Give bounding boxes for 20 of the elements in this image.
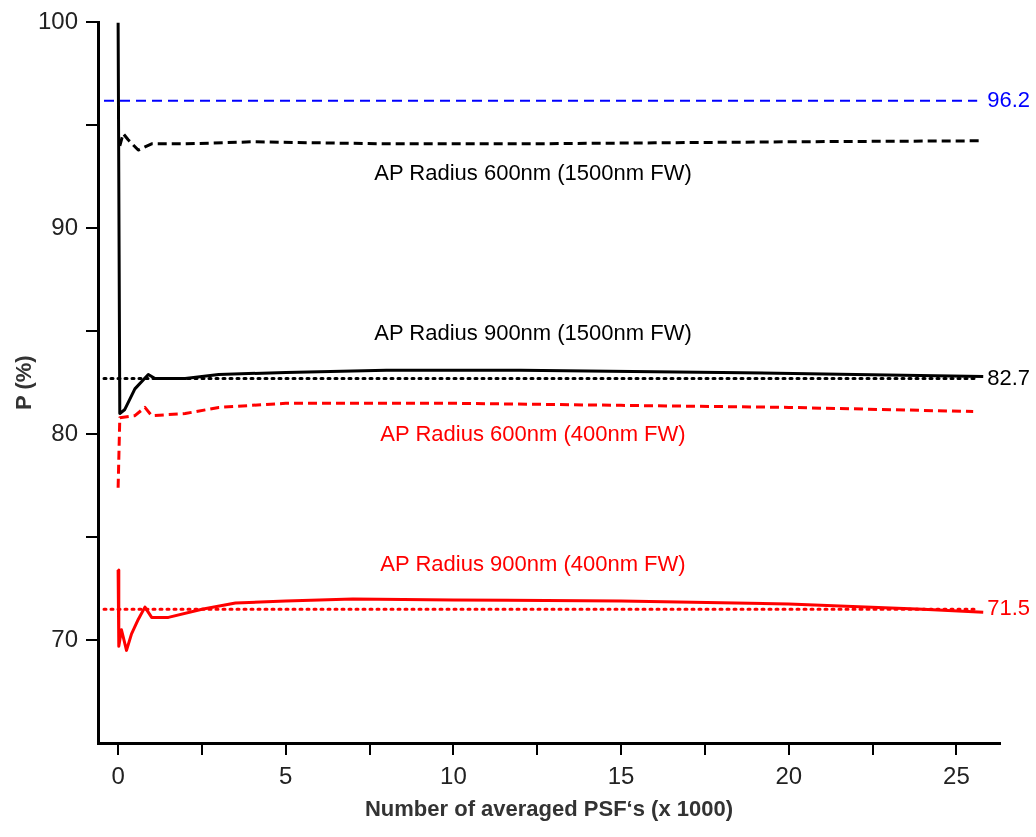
ref-line-label: 96.2 [987, 86, 1030, 112]
y-axis-title: P (%) [11, 355, 37, 410]
y-tick-label: 100 [37, 7, 78, 35]
series-label: AP Radius 600nm (1500nm FW) [374, 159, 692, 185]
y-tick-label: 80 [51, 418, 78, 446]
y-tick-label: 90 [51, 212, 78, 240]
ref-line-label: 82.7 [987, 364, 1030, 390]
x-tick-label: 25 [943, 762, 970, 790]
y-tick-label: 70 [51, 624, 78, 652]
x-tick-label: 5 [279, 762, 293, 790]
series-label: AP Radius 900nm (400nm FW) [380, 551, 686, 576]
x-tick-label: 0 [111, 762, 125, 790]
line-series [116, 401, 975, 490]
series-label: AP Radius 600nm (400nm FW) [380, 421, 686, 447]
x-tick-label: 10 [440, 762, 467, 790]
ref-line-label: 71.5 [987, 595, 1030, 621]
x-axis-title: Number of averaged PSF‘s (x 1000) [364, 795, 734, 821]
x-tick-label: 15 [607, 762, 635, 790]
series-label: AP Radius 900nm (1500nm FW) [374, 320, 692, 346]
x-tick-label: 20 [775, 762, 803, 790]
